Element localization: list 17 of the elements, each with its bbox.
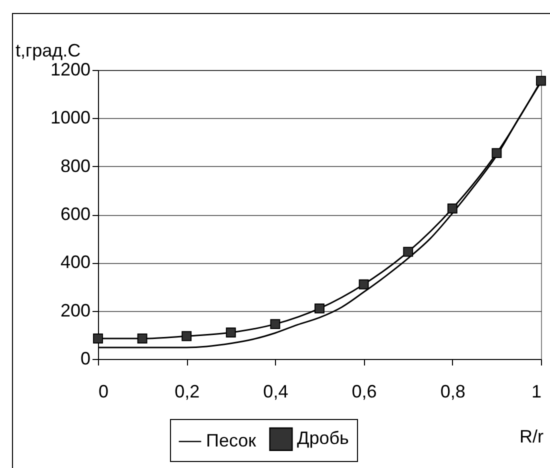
x-tick-label: 0,6 (352, 382, 377, 402)
y-tick-label: 1200 (50, 60, 90, 80)
x-tick-label: 1 (531, 382, 542, 402)
x-axis-title: R/r (520, 426, 544, 446)
y-tick-label: 0 (80, 348, 90, 368)
y-tick-label: 400 (60, 252, 90, 272)
y-axis-title: t,град.С (16, 40, 81, 60)
y-tick-label: 800 (60, 156, 90, 176)
x-tick-label: 0,8 (440, 382, 466, 402)
legend-label: Дробь (297, 428, 349, 448)
x-tick-label: 0,2 (174, 382, 200, 402)
x-tick-label: 0,4 (263, 382, 288, 402)
x-tick-label: 0 (98, 382, 109, 402)
y-tick-label: 200 (60, 300, 90, 320)
y-tick-label: 1000 (50, 108, 90, 128)
y-tick-label: 600 (60, 204, 90, 224)
legend-label: Песок (206, 430, 256, 450)
